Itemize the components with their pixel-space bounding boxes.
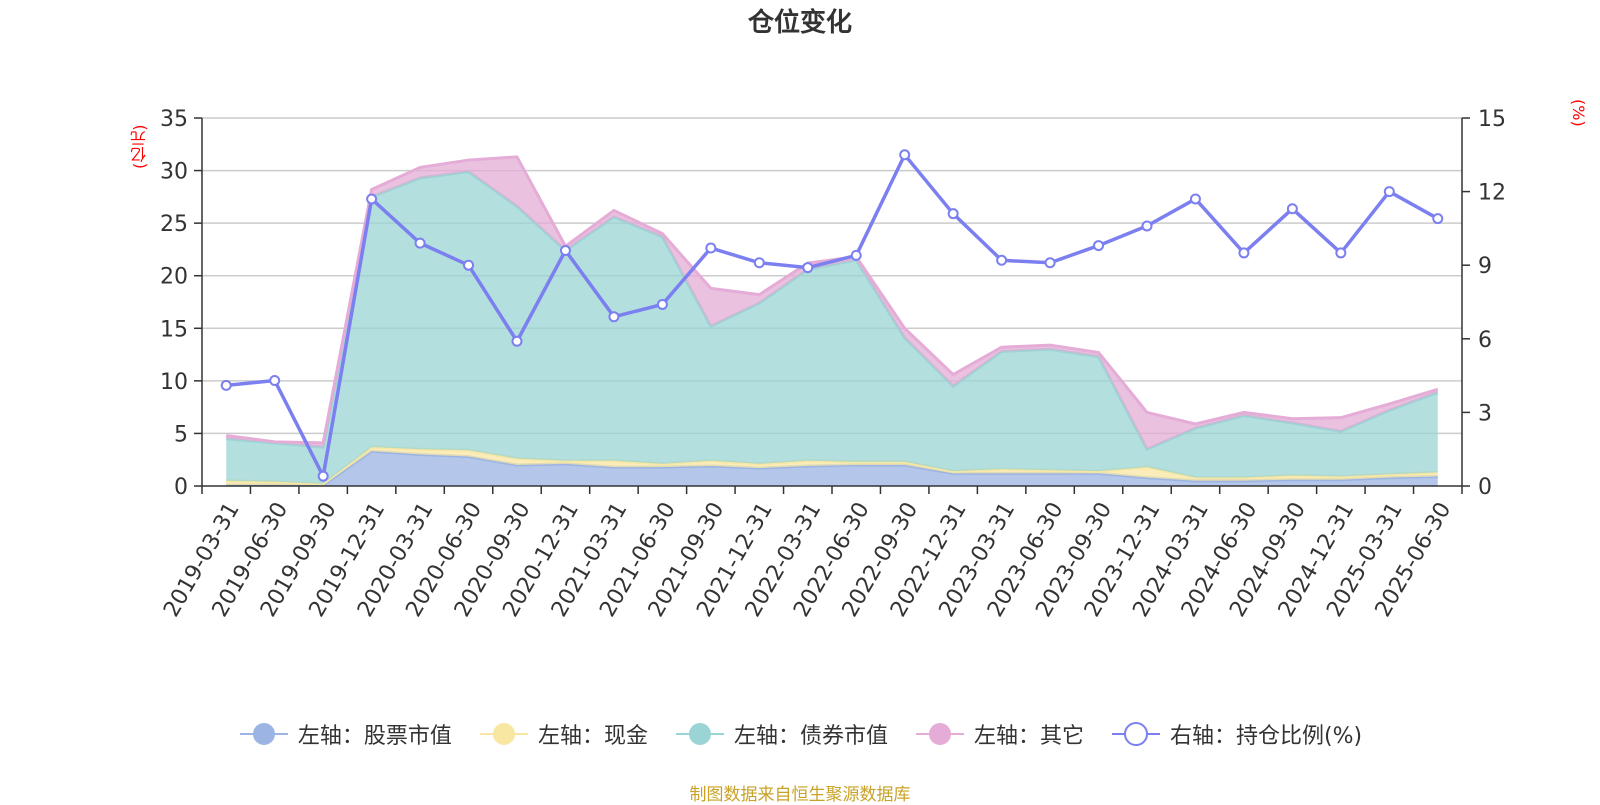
ratio-line — [226, 151, 1439, 482]
right-axis-tick-label: 3 — [1478, 401, 1492, 426]
ratio-point — [899, 149, 911, 161]
area-bond — [226, 171, 1438, 484]
left-axis-tick-label: 15 — [160, 317, 188, 342]
ratio-point — [463, 259, 475, 271]
ratio-point — [1189, 193, 1201, 205]
chart-title: 仓位变化 — [747, 8, 852, 38]
ratio-point — [1286, 203, 1298, 215]
left-axis-tick-label: 5 — [174, 422, 188, 447]
legend-item-stock[interactable]: 左轴：股票市值 — [238, 718, 452, 750]
ratio-point — [220, 379, 232, 391]
ratio-point — [802, 262, 814, 274]
legend-label-stock: 左轴：股票市值 — [297, 724, 452, 749]
left-axis-tick-label: 20 — [160, 265, 188, 290]
area-layers — [226, 155, 1439, 487]
legend-item-cash[interactable]: 左轴：现金 — [478, 718, 648, 750]
ratio-point — [1093, 240, 1105, 252]
ratio-point — [656, 298, 668, 310]
legend-symbol-stock — [239, 723, 288, 745]
left-axis-tick-label: 0 — [174, 475, 188, 500]
legend-label-ratio: 右轴：持仓比例(%) — [1169, 724, 1363, 749]
ratio-point — [511, 335, 523, 347]
ratio-point — [1432, 213, 1444, 225]
legend-item-ratio[interactable]: 右轴：持仓比例(%) — [1110, 718, 1362, 750]
ratio-point — [269, 375, 281, 387]
ratio-point — [705, 242, 717, 254]
legend-label-bond: 左轴：债券市值 — [733, 724, 888, 749]
ratio-point — [1044, 257, 1056, 269]
ratio-point — [996, 254, 1008, 266]
legend-symbol-other — [915, 723, 964, 745]
ratio-point — [850, 249, 862, 261]
ratio-point — [947, 208, 959, 220]
legend-symbol-cash — [479, 723, 528, 745]
left-axis-tick-label: 35 — [160, 107, 188, 132]
ratio-point — [608, 311, 620, 323]
area-cash — [226, 447, 1438, 485]
right-axis-tick-label: 9 — [1478, 254, 1492, 279]
left-axis-tick-label: 30 — [160, 160, 188, 185]
chart-legend: 左轴：股票市值 左轴：现金 左轴：债券市值 左轴：其它 右轴：持仓比例(%) — [0, 718, 1600, 750]
ratio-point — [317, 470, 329, 482]
right-axis-tick-label: 0 — [1478, 475, 1492, 500]
ratio-point — [1238, 247, 1250, 259]
right-axis-tick-label: 12 — [1478, 181, 1506, 206]
right-axis-tick-label: 6 — [1478, 328, 1492, 353]
source-note: 制图数据来自恒生聚源数据库 — [689, 785, 911, 805]
left-axis-tick-label: 10 — [160, 370, 188, 395]
ratio-point — [1141, 220, 1153, 232]
legend-item-bond[interactable]: 左轴：债券市值 — [674, 718, 888, 750]
ratio-point — [1383, 186, 1395, 198]
legend-label-cash: 左轴：现金 — [537, 724, 648, 749]
ratio-point — [366, 193, 378, 205]
right-axis-unit: (%) — [1569, 99, 1588, 127]
ratio-point — [1335, 247, 1347, 259]
legend-symbol-bond — [675, 723, 724, 745]
right-axis-tick-label: 15 — [1478, 107, 1506, 132]
legend-label-other: 左轴：其它 — [973, 724, 1084, 749]
area-other — [226, 156, 1438, 450]
ratio-point — [753, 257, 765, 269]
left-axis-tick-label: 25 — [160, 212, 188, 237]
legend-item-other[interactable]: 左轴：其它 — [914, 718, 1084, 750]
legend-symbol-ratio — [1111, 722, 1160, 746]
ratio-point — [559, 244, 571, 256]
ratio-point — [414, 237, 426, 249]
